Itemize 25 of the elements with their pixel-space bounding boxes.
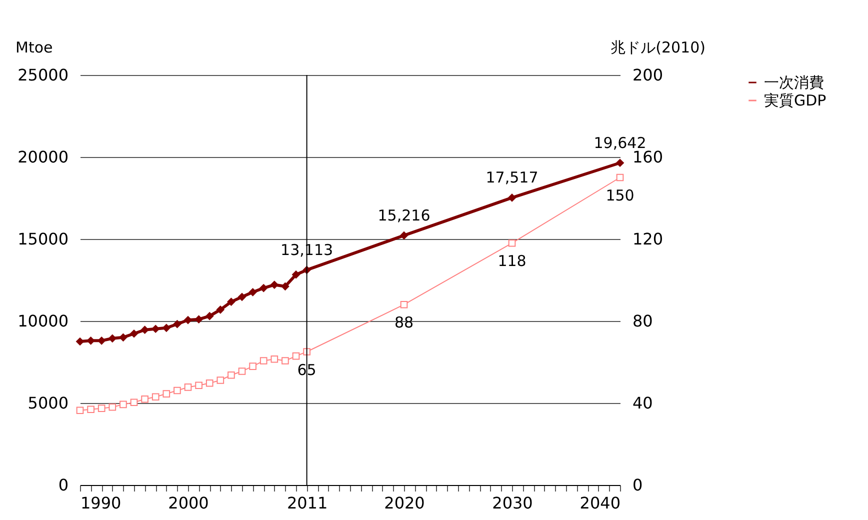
x-tick-label: 2030: [492, 494, 533, 512]
x-tick-label: 1990: [80, 494, 122, 512]
y-axis-title: Mtoe: [16, 38, 53, 56]
y-tick-label: 10000: [18, 312, 68, 330]
legend-label: 実質GDP: [764, 92, 826, 110]
y-tick-label: 5000: [28, 394, 68, 412]
y-tick-label: 15000: [18, 230, 68, 248]
x-tick-label: 2011: [286, 494, 328, 512]
y2-tick-label: 40: [632, 394, 653, 412]
data-label: 15,216: [378, 206, 430, 224]
y-tick-label: 25000: [18, 66, 68, 84]
x-tick-label: 2020: [384, 494, 425, 512]
y2-tick-label: 80: [632, 312, 653, 330]
y2-tick-label: 0: [632, 476, 643, 494]
x-tick-label: 2000: [168, 494, 209, 512]
x-tick-label: 2040: [580, 494, 620, 512]
y-tick-label: 0: [58, 476, 68, 494]
data-label: 150: [606, 186, 634, 204]
y2-tick-label: 200: [632, 66, 664, 84]
y2-tick-label: 120: [632, 230, 664, 248]
y2-axis-title: 兆ドル(2010): [610, 38, 706, 56]
legend-label: 一次消費: [764, 74, 824, 92]
data-label: 17,517: [486, 168, 538, 187]
y-tick-label: 20000: [18, 148, 68, 166]
data-label: 118: [498, 252, 526, 270]
